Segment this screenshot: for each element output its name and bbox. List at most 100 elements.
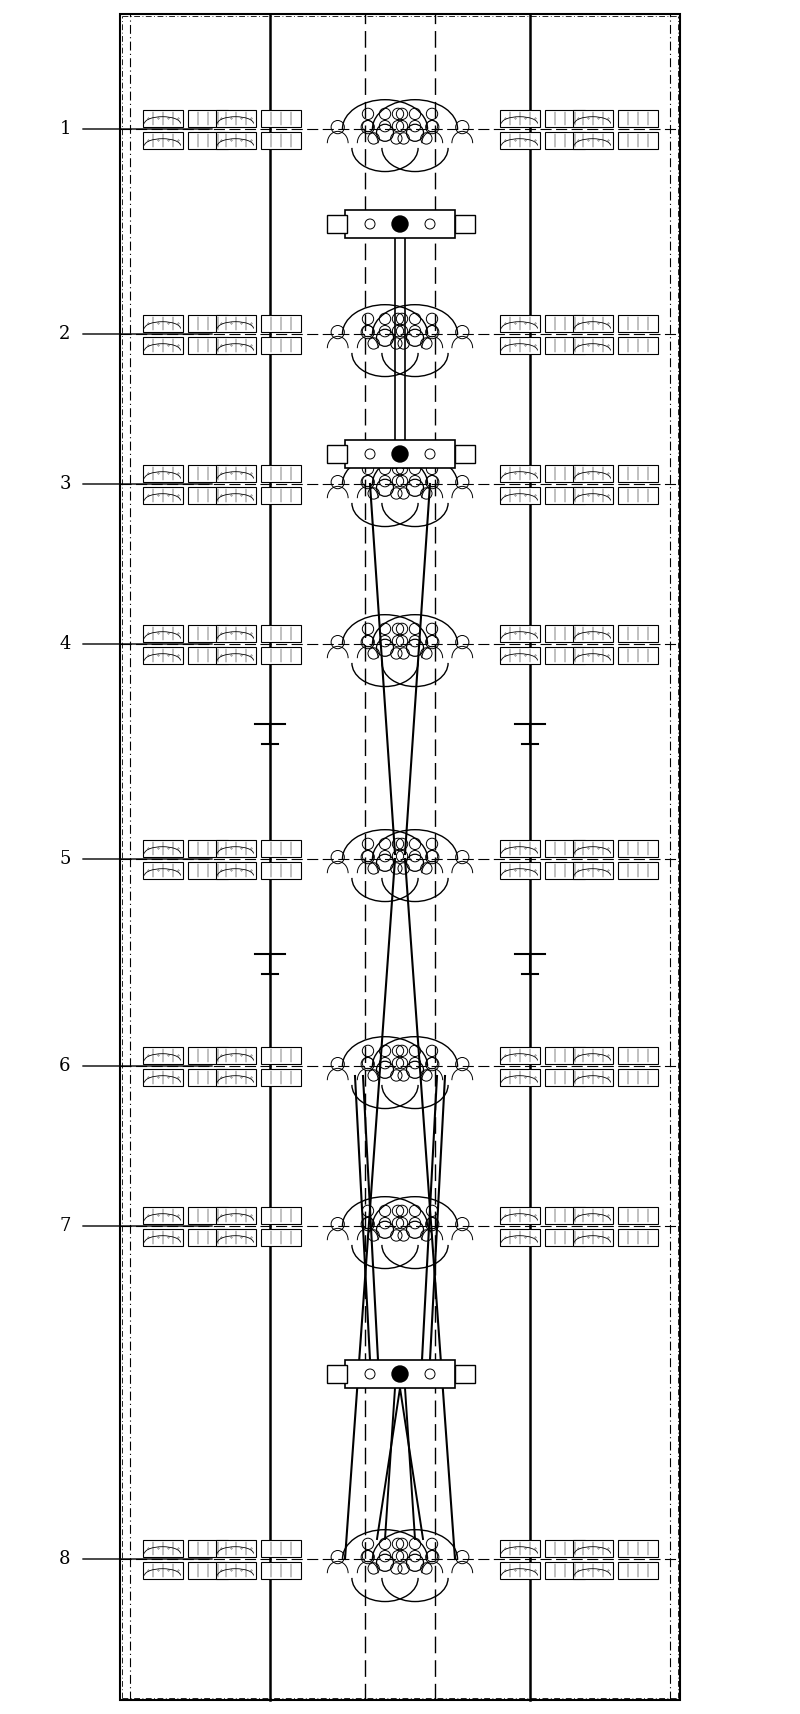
Bar xyxy=(261,314,301,331)
Bar xyxy=(545,336,585,353)
Bar xyxy=(261,646,301,663)
Bar xyxy=(261,1229,301,1246)
Bar xyxy=(142,1561,182,1579)
Bar xyxy=(499,1207,539,1224)
Bar xyxy=(261,336,301,353)
Bar xyxy=(618,1561,658,1579)
Bar xyxy=(142,1539,182,1556)
Bar xyxy=(618,1047,658,1063)
Bar xyxy=(261,862,301,879)
Bar xyxy=(499,1229,539,1246)
Bar xyxy=(499,132,539,149)
Bar xyxy=(545,464,585,482)
Bar xyxy=(261,132,301,149)
Bar xyxy=(215,1207,255,1224)
Bar xyxy=(499,1539,539,1556)
Bar xyxy=(618,840,658,857)
Bar xyxy=(618,132,658,149)
Bar xyxy=(215,1561,255,1579)
Bar xyxy=(187,1229,227,1246)
Bar xyxy=(187,840,227,857)
Bar xyxy=(215,464,255,482)
Bar xyxy=(261,1561,301,1579)
Bar xyxy=(142,1047,182,1063)
Bar xyxy=(573,840,613,857)
Bar xyxy=(142,1207,182,1224)
Bar xyxy=(215,110,255,127)
Bar xyxy=(499,487,539,504)
Bar xyxy=(573,1047,613,1063)
Bar xyxy=(573,487,613,504)
Bar xyxy=(261,840,301,857)
Bar xyxy=(618,624,658,641)
Bar xyxy=(327,214,347,233)
Bar xyxy=(215,1229,255,1246)
Bar xyxy=(455,446,475,463)
Bar xyxy=(187,110,227,127)
Bar xyxy=(455,1364,475,1383)
Bar xyxy=(618,314,658,331)
Bar xyxy=(187,646,227,663)
Bar xyxy=(545,646,585,663)
Bar xyxy=(261,1047,301,1063)
Bar xyxy=(187,1207,227,1224)
Bar xyxy=(499,314,539,331)
Bar xyxy=(499,110,539,127)
Circle shape xyxy=(392,216,408,231)
Bar xyxy=(499,862,539,879)
Text: 6: 6 xyxy=(59,1058,70,1075)
Bar xyxy=(618,464,658,482)
Bar xyxy=(545,314,585,331)
Bar xyxy=(573,624,613,641)
Bar xyxy=(499,464,539,482)
Text: 1: 1 xyxy=(59,120,70,139)
Text: 7: 7 xyxy=(59,1217,70,1236)
Bar xyxy=(499,1047,539,1063)
Bar xyxy=(187,464,227,482)
Bar xyxy=(261,464,301,482)
Bar xyxy=(573,464,613,482)
Bar xyxy=(142,132,182,149)
Bar xyxy=(215,646,255,663)
Bar xyxy=(573,1539,613,1556)
Bar xyxy=(142,624,182,641)
Text: 4: 4 xyxy=(59,634,70,653)
Bar xyxy=(573,862,613,879)
Bar xyxy=(573,132,613,149)
Circle shape xyxy=(392,446,408,463)
Bar xyxy=(215,1539,255,1556)
Bar xyxy=(215,862,255,879)
Bar xyxy=(187,132,227,149)
Bar xyxy=(261,1207,301,1224)
Bar xyxy=(618,1207,658,1224)
Bar xyxy=(142,336,182,353)
Bar xyxy=(545,1561,585,1579)
Bar xyxy=(455,214,475,233)
Bar xyxy=(545,1068,585,1085)
Bar xyxy=(215,1068,255,1085)
Bar xyxy=(618,862,658,879)
Bar xyxy=(187,624,227,641)
Bar xyxy=(618,110,658,127)
Bar xyxy=(215,624,255,641)
Bar xyxy=(499,1068,539,1085)
Bar xyxy=(142,646,182,663)
Bar xyxy=(187,1047,227,1063)
Bar xyxy=(327,1364,347,1383)
Bar xyxy=(187,336,227,353)
Bar xyxy=(618,646,658,663)
Text: 3: 3 xyxy=(59,475,70,494)
Bar xyxy=(618,1229,658,1246)
Bar xyxy=(499,1561,539,1579)
Circle shape xyxy=(392,1366,408,1381)
Bar xyxy=(573,1229,613,1246)
Bar xyxy=(618,1539,658,1556)
Bar xyxy=(215,1047,255,1063)
Bar xyxy=(545,110,585,127)
Bar xyxy=(187,314,227,331)
Bar xyxy=(345,1359,455,1388)
Bar xyxy=(187,862,227,879)
Bar xyxy=(573,336,613,353)
Bar xyxy=(618,336,658,353)
Bar xyxy=(261,624,301,641)
